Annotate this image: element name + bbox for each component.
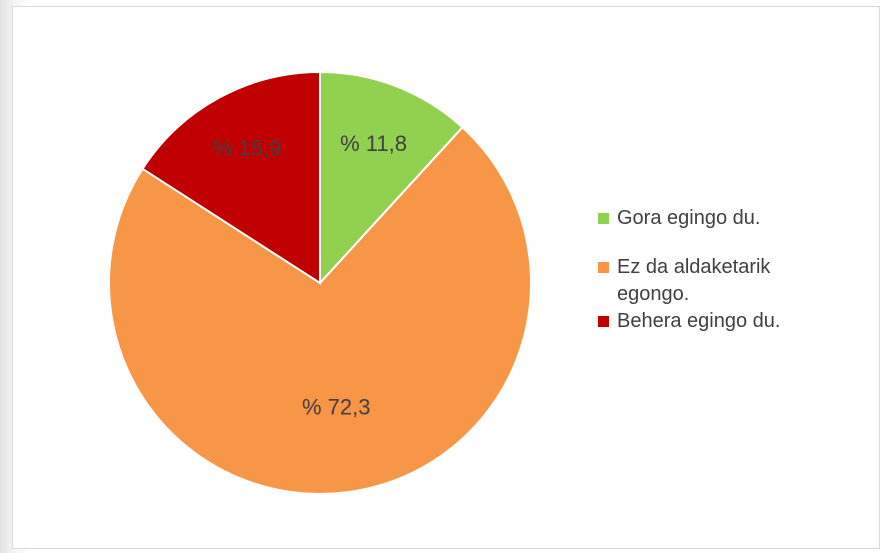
legend-label: Gora egingo du. [617,207,761,229]
pie-slice [108,125,532,495]
data-label: % 15,9 [213,135,282,160]
pie-slice [319,70,464,286]
legend-item: Ez da aldaketarik egongo. [598,254,848,308]
legend-label: Ez da aldaketarik egongo. [617,256,771,305]
pie-slice [141,70,321,285]
data-label: % 11,8 [340,131,407,156]
data-label: % 72,3 [302,394,371,419]
legend-item: Gora egingo du. [598,205,848,232]
legend-swatch [598,213,609,224]
legend-swatch [598,316,609,327]
legend-label: Behera egingo du. [617,310,781,332]
legend: Gora egingo du. Ez da aldaketarik egongo.… [598,205,848,357]
legend-swatch [598,262,609,273]
legend-item: Behera egingo du. [598,308,848,335]
